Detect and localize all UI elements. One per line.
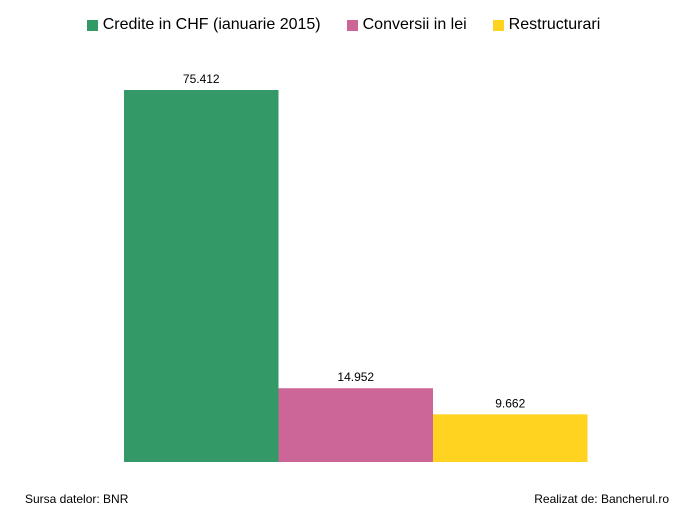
legend-label-restructurari: Restructurari bbox=[508, 16, 601, 33]
data-label-1: 75.412 bbox=[183, 72, 220, 86]
bar-3 bbox=[433, 414, 588, 462]
credit-note: Realizat de: Bancherul.ro bbox=[534, 492, 669, 506]
bar-1 bbox=[124, 90, 279, 462]
legend-label-credite: Credite in CHF (ianuarie 2015) bbox=[102, 16, 321, 33]
legend-item-conversii: Conversii in lei bbox=[346, 16, 467, 34]
legend-item-restructurari: Restructurari bbox=[492, 16, 601, 34]
legend-label-conversii: Conversii in lei bbox=[362, 16, 467, 33]
chart-legend: Credite in CHF (ianuarie 2015) Conversii… bbox=[0, 14, 687, 36]
legend-swatch-restructurari bbox=[492, 19, 504, 31]
legend-swatch-conversii bbox=[346, 19, 358, 31]
data-label-2: 14.952 bbox=[337, 370, 374, 384]
bar-2 bbox=[278, 388, 433, 462]
source-note: Sursa datelor: BNR bbox=[25, 492, 129, 506]
legend-swatch-credite bbox=[86, 19, 98, 31]
data-label-3: 9.662 bbox=[495, 396, 525, 410]
legend-item-credite: Credite in CHF (ianuarie 2015) bbox=[86, 16, 321, 34]
